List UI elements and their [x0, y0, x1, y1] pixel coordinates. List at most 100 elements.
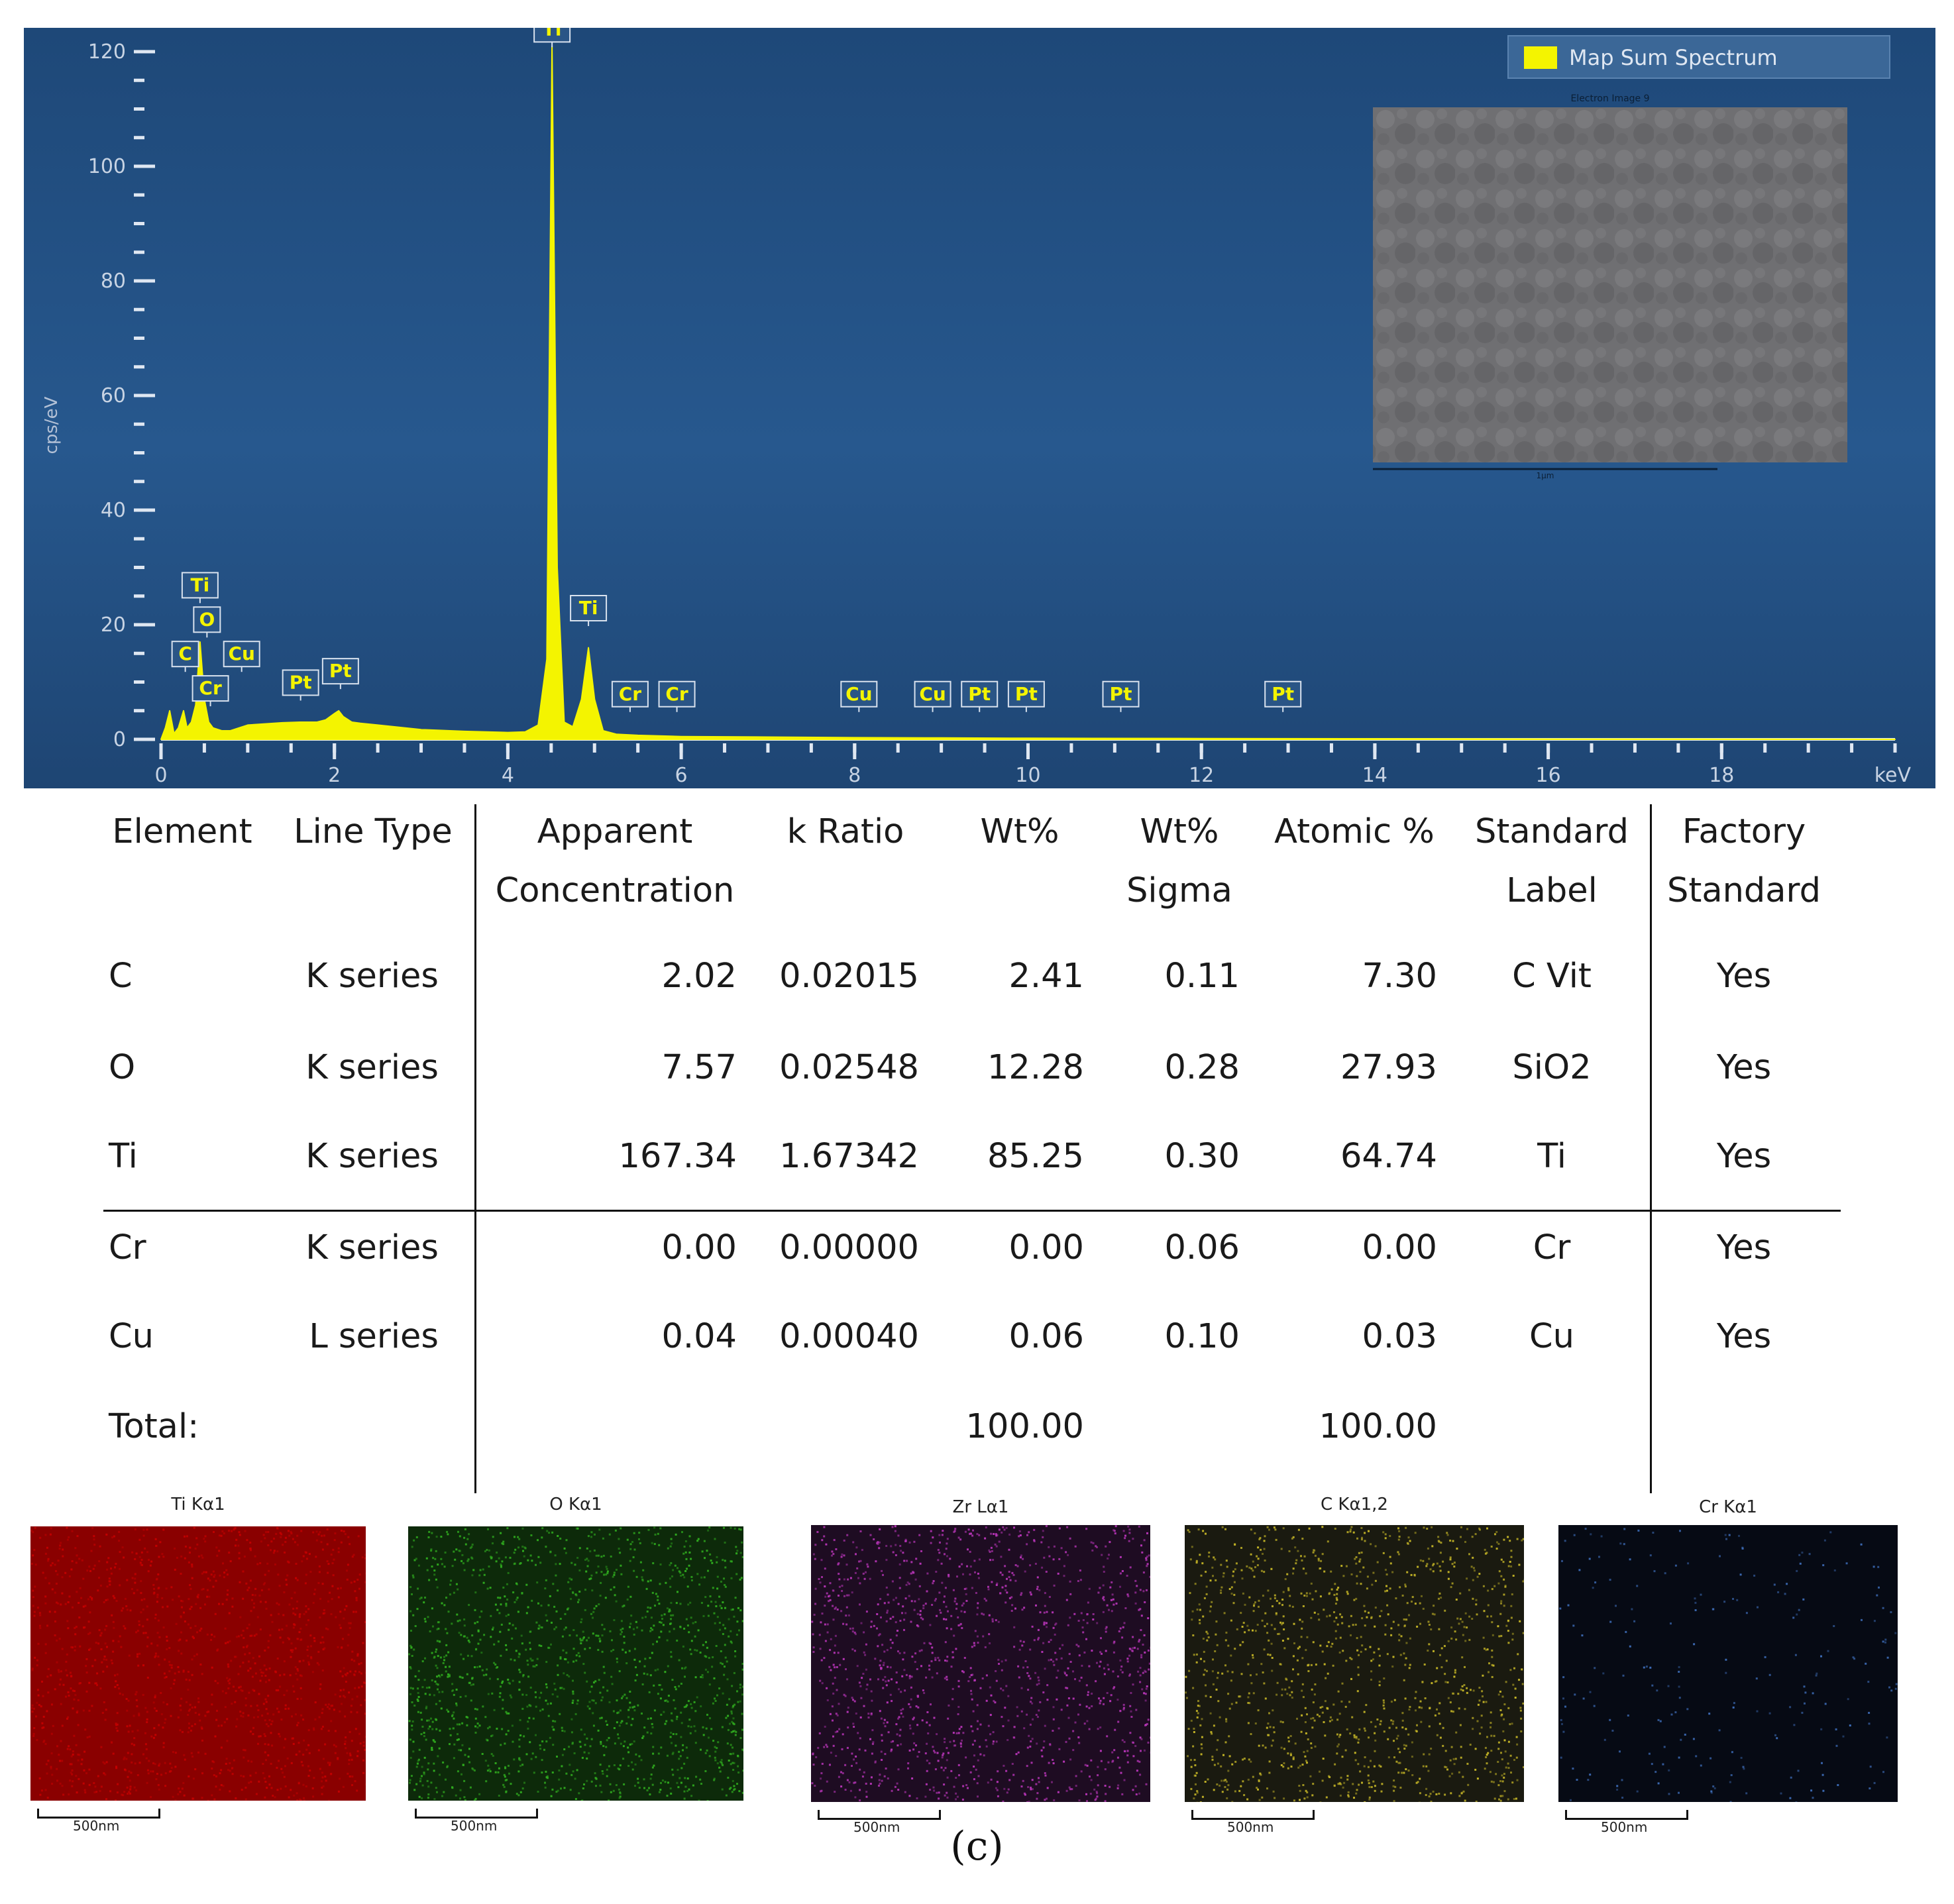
peak-label-box — [223, 641, 260, 668]
scale-bar-label: 500nm — [853, 1819, 900, 1835]
peak-label: Pt — [282, 669, 319, 701]
peak-label: Cr — [191, 675, 229, 707]
peak-label-box — [191, 675, 229, 702]
x-tick-label: 8 — [848, 764, 861, 787]
table-cell: 0.00 — [1362, 1228, 1437, 1267]
x-tick-label: 4 — [502, 764, 514, 787]
table-cell: 0.03 — [1362, 1317, 1437, 1356]
peak-label: Ti — [533, 28, 571, 48]
y-tick-label: 100 — [88, 155, 126, 178]
inset-title: Electron Image 9 — [1570, 93, 1649, 104]
scale-bar-label: 500nm — [73, 1818, 120, 1834]
peak-label-text: Cu — [228, 643, 254, 664]
peak-label: Cr — [658, 680, 696, 712]
table-cell: 2.41 — [1008, 957, 1084, 996]
peak-label-text: Pt — [1015, 683, 1038, 705]
table-divider — [474, 804, 476, 1493]
element-map-title: Ti Kα1 — [171, 1495, 225, 1514]
table-header: Sigma — [1126, 871, 1232, 910]
x-tick-label: 0 — [154, 764, 167, 787]
table-cell: SiO2 — [1512, 1048, 1592, 1087]
table-divider — [1650, 804, 1652, 1493]
peak-label-box — [1007, 680, 1045, 708]
table-header: Standard — [1474, 812, 1629, 851]
peak-label: Pt — [1264, 680, 1302, 712]
table-cell: 0.10 — [1164, 1317, 1240, 1356]
table-cell: 1.67342 — [779, 1137, 919, 1176]
legend-box — [1507, 35, 1890, 79]
table-header: Wt% — [980, 812, 1059, 851]
table-header: Factory — [1682, 812, 1806, 851]
table-header: Apparent — [537, 812, 693, 851]
table-cell: Cu — [109, 1317, 154, 1356]
inset-scale-label: 1μm — [1537, 471, 1554, 480]
peak-label-box — [570, 595, 608, 621]
table-header: Concentration — [495, 871, 735, 910]
peak-label: O — [193, 606, 221, 638]
table-header: k Ratio — [787, 812, 904, 851]
table-header: Element — [112, 812, 252, 851]
x-tick-label: 12 — [1189, 764, 1214, 787]
table-total-atomic: 100.00 — [1319, 1407, 1437, 1446]
peak-label-box — [611, 680, 649, 708]
figure-caption: (c) — [950, 1823, 1004, 1870]
element-map-panel: Cr Kα1 500nm — [1558, 1497, 1898, 1867]
element-map-title: O Kα1 — [549, 1495, 602, 1514]
table-cell: L series — [309, 1317, 439, 1356]
table-cell: Yes — [1716, 1317, 1772, 1356]
scale-bar-label: 500nm — [1227, 1819, 1274, 1835]
table-cell: O — [109, 1048, 136, 1087]
y-tick-label: 20 — [101, 613, 126, 637]
table-cell: 167.34 — [618, 1137, 737, 1176]
inset-electron-image: Electron Image 9 1μm — [1373, 93, 1847, 480]
peak-label-text: Pt — [290, 671, 312, 693]
quantification-table: Element Line Type Apparent Concentration k R… — [99, 802, 1842, 1493]
peak-label: Pt — [321, 658, 359, 690]
peak-label-box — [171, 641, 199, 668]
table-header: Label — [1506, 871, 1598, 910]
table-cell: 0.00000 — [779, 1228, 919, 1267]
peak-label-text: Ti — [579, 597, 598, 619]
legend: Map Sum Spectrum — [1507, 35, 1890, 79]
peak-label-text: Pt — [968, 683, 991, 705]
peak-label-box — [193, 606, 221, 633]
peak-label: C — [171, 641, 199, 672]
table-header: Standard — [1666, 871, 1821, 910]
table-header: Wt% — [1140, 812, 1219, 851]
peak-label: Ti — [570, 595, 608, 626]
table-cell: Yes — [1716, 1137, 1772, 1176]
element-map-panel: O Kα1 500nm — [408, 1495, 743, 1862]
x-tick-label: 2 — [328, 764, 341, 787]
table-cell: K series — [305, 1228, 439, 1267]
peak-labels: Ti OC Cu Cr Pt Pt Ti Ti Cr Cr Cu Cu Pt Pt Pt Pt — [171, 28, 1302, 712]
table-cell: Yes — [1716, 1228, 1772, 1267]
table-cell: 0.02548 — [779, 1048, 919, 1087]
table-cell: 7.57 — [661, 1048, 737, 1087]
peak-label-box — [282, 669, 319, 696]
axis-ticks: 0 20 40 60 80 100 120 0 2 4 6 8 10 12 14 16 18 keV — [88, 40, 1912, 787]
y-tick-label: 40 — [101, 499, 126, 522]
peak-label-text: Cr — [619, 683, 642, 705]
table-cell: 64.74 — [1340, 1137, 1437, 1176]
peak-label-box — [1102, 680, 1140, 708]
table-header: Atomic % — [1274, 812, 1435, 851]
peak-label-text: Pt — [1110, 683, 1132, 705]
scale-bar — [37, 1809, 160, 1819]
legend-label: Map Sum Spectrum — [1569, 45, 1778, 70]
element-map-image — [1558, 1525, 1898, 1802]
table-cell: C Vit — [1512, 957, 1592, 996]
table-cell: 0.00 — [661, 1228, 737, 1267]
table-total-wt: 100.00 — [965, 1407, 1084, 1446]
peak-label-text: Ti — [191, 574, 210, 596]
peak-label: Pt — [1102, 680, 1140, 712]
x-tick-label: 18 — [1709, 764, 1734, 787]
scale-bar — [1565, 1810, 1688, 1820]
peak-label-text: Ti — [543, 28, 562, 40]
peak-label-text: Cu — [919, 683, 946, 705]
x-tick-label: 16 — [1536, 764, 1561, 787]
peak-label: Cu — [914, 680, 951, 712]
peak-label: Pt — [961, 680, 999, 712]
x-tick-label: 14 — [1362, 764, 1387, 787]
table-cell: 0.06 — [1008, 1317, 1084, 1356]
table-cell: K series — [305, 957, 439, 996]
